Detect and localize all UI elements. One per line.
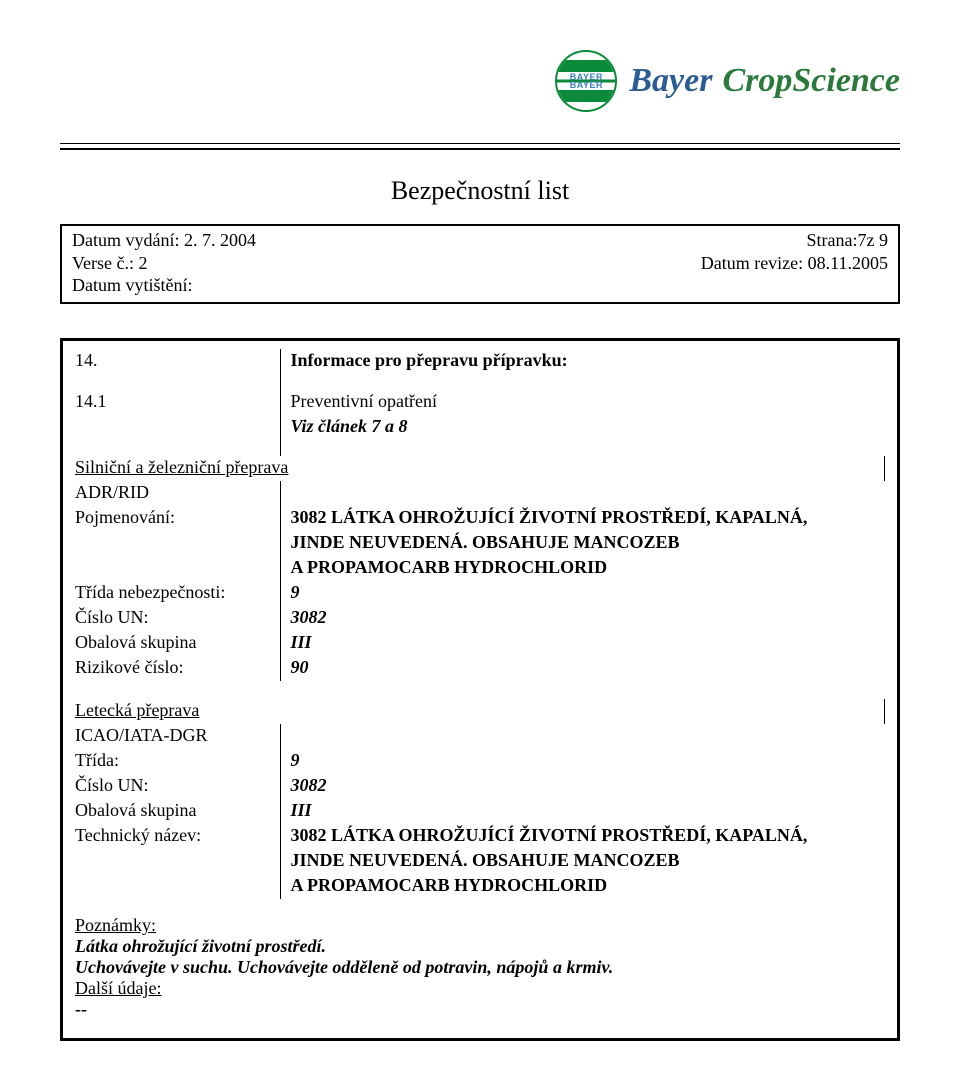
meta-page: Strana:7z 9 [701,229,888,252]
cell-road-name-label: Pojmenování: [75,506,280,531]
row-section-14: 14. Informace pro přepravu přípravku: [75,349,885,374]
further-value: -- [75,999,885,1020]
cell-num-14: 14. [75,349,280,374]
cell-road-un-value: 3082 [280,606,885,631]
cell-air-tech-label: Technický název: [75,824,280,849]
cell-air-class-label: Třída: [75,749,280,774]
cell-road-pg-label: Obalová skupina [75,631,280,656]
spacer [75,681,885,699]
cell-air-heading: Letecká přeprava [75,699,885,724]
notes-label: Poznámky: [75,915,885,936]
header-rules [60,143,900,150]
cell-air-tech-l2: JINDE NEUVEDENÁ. OBSAHUJE MANCOZEB [280,849,885,874]
meta-right: Strana:7z 9 Datum revize: 08.11.2005 [701,229,888,297]
meta-box: Datum vydání: 2. 7. 2004 Verse č.: 2 Dat… [60,224,900,304]
row-14-1: 14.1 Preventivní opatření [75,390,885,415]
air-table: Letecká přeprava ICAO/IATA-DGR Třída: 9 … [75,699,885,899]
cell-air-un-value: 3082 [280,774,885,799]
cell-road-name-l2: JINDE NEUVEDENÁ. OBSAHUJE MANCOZEB [280,531,885,556]
notes-block: Poznámky: Látka ohrožující životní prost… [75,909,885,1020]
cell-road-name-l3: A PROPAMOCARB HYDROCHLORID [280,556,885,581]
cell-road-pg-value: III [280,631,885,656]
meta-revision: Datum revize: 08.11.2005 [701,252,888,275]
rule-thick [60,148,900,150]
logo-text-bottom: BAYER [557,80,615,90]
cell-road-name-l1: 3082 LÁTKA OHROŽUJÍCÍ ŽIVOTNÍ PROSTŘEDÍ,… [280,506,885,531]
cell-air-un-label: Číslo UN: [75,774,280,799]
header-region: BAYER BAYER Bayer CropScience [60,50,900,135]
cell-road-class-label: Třída nebezpečnosti: [75,581,280,606]
row-adr: ADR/RID [75,481,885,506]
cell-road-risk-label: Rizikové číslo: [75,656,280,681]
row-icao: ICAO/IATA-DGR [75,724,885,749]
section-table: 14. Informace pro přepravu přípravku: 14… [75,349,885,456]
meta-printed: Datum vytištění: [72,274,256,297]
cell-air-pg-label: Obalová skupina [75,799,280,824]
section-14-box: 14. Informace pro přepravu přípravku: 14… [60,338,900,1042]
row-air-heading: Letecká přeprava [75,699,885,724]
row-road-class: Třída nebezpečnosti: 9 [75,581,885,606]
document-page: BAYER BAYER Bayer CropScience Bezpečnost… [0,0,960,1081]
notes-line-2: Uchovávejte v suchu. Uchovávejte oddělen… [75,957,885,978]
cell-num-14-1: 14.1 [75,390,280,415]
cell-heading-14: Informace pro přepravu přípravku: [280,349,885,374]
row-road-name: Pojmenování: 3082 LÁTKA OHROŽUJÍCÍ ŽIVOT… [75,506,885,531]
road-heading-text: Silniční a železniční přeprava [75,457,288,477]
row-air-un: Číslo UN: 3082 [75,774,885,799]
meta-left: Datum vydání: 2. 7. 2004 Verse č.: 2 Dat… [72,229,256,297]
cell-air-tech-l3: A PROPAMOCARB HYDROCHLORID [280,874,885,899]
cell-see-article: Viz článek 7 a 8 [280,415,885,440]
row-air-tech: Technický název: 3082 LÁTKA OHROŽUJÍCÍ Ž… [75,824,885,849]
meta-issue-date: Datum vydání: 2. 7. 2004 [72,229,256,252]
road-table: Silniční a železniční přeprava ADR/RID P… [75,456,885,681]
row-air-pg: Obalová skupina III [75,799,885,824]
rule-thin [60,143,900,144]
row-road-name-3: A PROPAMOCARB HYDROCHLORID [75,556,885,581]
row-road-name-2: JINDE NEUVEDENÁ. OBSAHUJE MANCOZEB [75,531,885,556]
row-see-article: Viz článek 7 a 8 [75,415,885,440]
brand-word-bayer: Bayer [629,62,712,100]
cell-road-heading: Silniční a železniční přeprava [75,456,885,481]
row-air-tech-2: JINDE NEUVEDENÁ. OBSAHUJE MANCOZEB [75,849,885,874]
cell-road-risk-value: 90 [280,656,885,681]
cell-icao: ICAO/IATA-DGR [75,724,280,749]
bayer-cross-logo: BAYER BAYER [555,50,617,112]
cell-road-un-label: Číslo UN: [75,606,280,631]
brand-logo-block: BAYER BAYER Bayer CropScience [555,50,900,112]
row-road-risk: Rizikové číslo: 90 [75,656,885,681]
brand-wordmark: Bayer CropScience [629,62,900,100]
cell-road-class-value: 9 [280,581,885,606]
air-heading-text: Letecká přeprava [75,700,199,720]
row-road-heading: Silniční a železniční přeprava [75,456,885,481]
row-road-un: Číslo UN: 3082 [75,606,885,631]
row-air-class: Třída: 9 [75,749,885,774]
cell-adr: ADR/RID [75,481,280,506]
further-label: Další údaje: [75,978,885,999]
brand-word-cropscience: CropScience [722,62,900,100]
cell-air-tech-l1: 3082 LÁTKA OHROŽUJÍCÍ ŽIVOTNÍ PROSTŘEDÍ,… [280,824,885,849]
cell-air-pg-value: III [280,799,885,824]
document-title: Bezpečnostní list [60,176,900,206]
cell-air-class-value: 9 [280,749,885,774]
row-air-tech-3: A PROPAMOCARB HYDROCHLORID [75,874,885,899]
notes-line-1: Látka ohrožující životní prostředí. [75,936,885,957]
row-road-pg: Obalová skupina III [75,631,885,656]
meta-version: Verse č.: 2 [72,252,256,275]
cell-preventive: Preventivní opatření [280,390,885,415]
